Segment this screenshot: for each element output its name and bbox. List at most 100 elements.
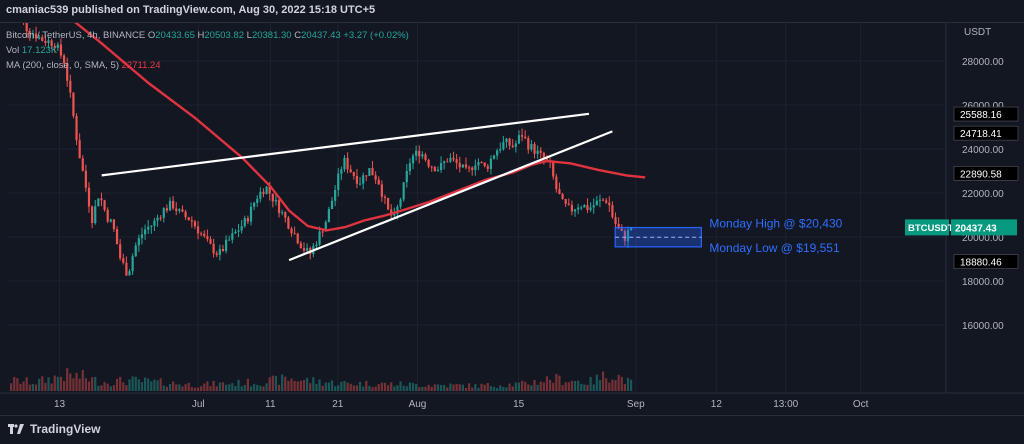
candle-body xyxy=(159,217,162,219)
candle-body xyxy=(368,168,371,176)
volume-bar xyxy=(595,374,598,391)
volume-bar xyxy=(87,381,91,391)
price-chart[interactable]: Monday High @ $20,430 Monday Low @ $19,55… xyxy=(0,0,1024,415)
candle-body xyxy=(305,248,309,251)
volume-bar xyxy=(315,383,318,391)
volume-bar xyxy=(549,379,552,391)
lower-support-trendline xyxy=(288,130,613,262)
candle-body xyxy=(106,209,109,222)
volume-bar xyxy=(418,387,421,391)
volume-bar xyxy=(112,385,116,391)
volume-bar xyxy=(505,387,508,391)
volume-bar xyxy=(508,383,511,391)
candle-body xyxy=(592,205,595,208)
volume-bar xyxy=(140,382,144,391)
symbol-tag-box xyxy=(905,219,949,236)
candle-body xyxy=(623,231,626,242)
grid-lines xyxy=(0,23,1024,394)
volume-bar xyxy=(143,377,147,391)
volume-bar xyxy=(28,384,31,391)
candle-body xyxy=(41,37,44,41)
volume-bar xyxy=(318,379,321,391)
volume-bar xyxy=(305,377,309,391)
candle-body xyxy=(558,189,561,195)
price-label: 18880.46 xyxy=(960,258,1002,269)
volume-bar xyxy=(224,384,228,391)
volume-bar xyxy=(377,383,380,391)
volume-bar xyxy=(552,382,555,391)
volume-bar xyxy=(321,385,324,391)
volume-bar xyxy=(570,380,574,391)
volume-bar xyxy=(259,385,262,391)
volume-bar xyxy=(262,386,265,391)
price-label-box xyxy=(953,125,1019,141)
volume-bar xyxy=(355,385,359,391)
candle-body xyxy=(573,209,577,212)
candle-body xyxy=(580,207,583,209)
candle-body xyxy=(131,256,134,272)
volume-bar xyxy=(583,384,586,391)
volume-bar xyxy=(439,385,443,391)
candle-body xyxy=(165,208,168,211)
volume-bar xyxy=(187,382,190,391)
candle-body xyxy=(203,233,206,237)
volume-bar xyxy=(94,376,97,391)
candle-body xyxy=(514,143,517,147)
candle-body xyxy=(424,154,427,160)
candle-body xyxy=(47,40,50,44)
candle-body xyxy=(327,209,330,223)
candle-body xyxy=(72,92,75,116)
volume-bar xyxy=(38,378,41,391)
tradingview-logo[interactable]: TradingView xyxy=(8,422,100,436)
y-tick-label: 18000.00 xyxy=(962,277,1004,288)
candle-body xyxy=(577,207,580,210)
volume-bar xyxy=(168,384,172,391)
candle-body xyxy=(418,150,421,157)
volume-bar xyxy=(337,385,340,391)
volume-bar xyxy=(134,376,137,391)
volume-bar xyxy=(405,386,408,391)
chart-area[interactable]: Monday High @ $20,430 Monday Low @ $19,55… xyxy=(0,0,1024,415)
candle-body xyxy=(115,229,119,245)
moving-average xyxy=(42,0,646,232)
x-tick-label: Aug xyxy=(409,399,427,410)
price-label-box xyxy=(953,254,1019,270)
volume-bar xyxy=(172,381,175,391)
y-tick-label: 24000.00 xyxy=(962,145,1004,156)
volume-bar xyxy=(327,382,330,391)
legend-change: +3.27 (+0.02%) xyxy=(343,30,409,41)
candle-body xyxy=(75,115,78,141)
candle-body xyxy=(552,162,555,177)
candle-body xyxy=(517,135,521,144)
candle-body xyxy=(430,166,433,168)
volume-bar xyxy=(477,387,480,391)
candle-body xyxy=(112,219,116,230)
volume-bar xyxy=(464,387,468,391)
volume-bar xyxy=(623,384,626,391)
candle-body xyxy=(38,37,41,39)
candle-body xyxy=(119,244,122,259)
candle-body xyxy=(386,197,390,210)
chart-legend: Bitcoin / TetherUS, 4h, BINANCE O20433.6… xyxy=(6,28,409,73)
candle-body xyxy=(586,205,589,210)
candle-body xyxy=(464,164,468,168)
candle-body xyxy=(318,231,321,245)
volume-bar xyxy=(474,384,477,391)
volume-bar xyxy=(486,383,489,391)
y-tick-label: 26000.00 xyxy=(962,101,1004,112)
candle-body xyxy=(284,212,287,218)
candle-body xyxy=(321,231,324,233)
volume-bar xyxy=(471,387,474,391)
volume-bar xyxy=(246,378,249,391)
volume-bar xyxy=(533,379,536,391)
x-tick-label: 21 xyxy=(332,399,344,410)
volume-bar xyxy=(271,375,274,391)
candle-body xyxy=(147,226,150,230)
legend-c-label: C xyxy=(294,30,302,41)
upper-resistance-trendline xyxy=(101,112,590,177)
candle-body xyxy=(137,238,140,246)
symbol-tag: BTCUSDT xyxy=(908,223,954,234)
volume-bar xyxy=(34,384,38,391)
candle-body xyxy=(78,140,81,159)
candle-body xyxy=(480,162,483,164)
